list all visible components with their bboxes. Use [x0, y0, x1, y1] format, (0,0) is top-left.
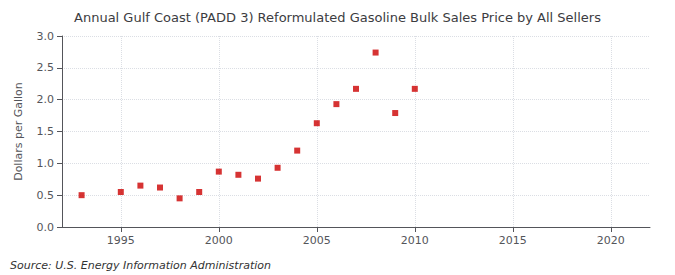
svg-text:2.5: 2.5: [37, 61, 55, 74]
svg-text:0.0: 0.0: [37, 221, 55, 234]
svg-text:2000: 2000: [205, 234, 233, 247]
svg-text:Source: U.S. Energy Informatio: Source: U.S. Energy Information Administ…: [10, 259, 271, 272]
svg-text:2020: 2020: [597, 234, 625, 247]
svg-text:1995: 1995: [107, 234, 135, 247]
svg-text:0.5: 0.5: [37, 189, 55, 202]
svg-text:2015: 2015: [499, 234, 527, 247]
svg-text:3.0: 3.0: [37, 30, 55, 43]
svg-text:Annual Gulf Coast (PADD 3) Ref: Annual Gulf Coast (PADD 3) Reformulated …: [74, 10, 601, 25]
svg-text:1.5: 1.5: [37, 125, 55, 138]
svg-text:1.0: 1.0: [37, 157, 55, 170]
svg-text:2005: 2005: [303, 234, 331, 247]
svg-text:2.0: 2.0: [37, 93, 55, 106]
svg-text:2010: 2010: [401, 234, 429, 247]
svg-text:Dollars per Gallon: Dollars per Gallon: [12, 82, 25, 181]
